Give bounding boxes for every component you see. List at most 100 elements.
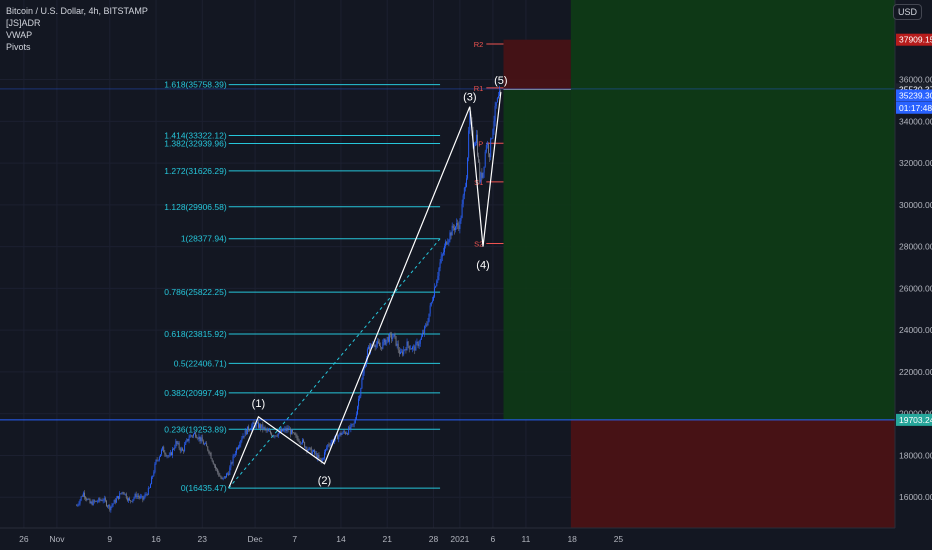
candle-body [95,500,96,502]
candle-body [161,449,162,455]
candle-body [141,495,143,497]
candle-body [202,441,204,445]
candle-body [135,493,137,498]
candle-body [106,500,107,506]
indicator-vwap[interactable]: VWAP [6,30,33,40]
candle-body [489,153,491,158]
candle-body [479,162,481,183]
candle-body [238,446,240,449]
candle-body [275,435,277,437]
candle-body [286,428,288,431]
price-tick-label: 24000.00 [899,325,932,335]
fib-level-label: 1(28377.94) [181,234,227,244]
candle-body [442,252,444,255]
candle-body [207,446,209,451]
candle-body [494,105,496,122]
candle-body [233,455,235,456]
candle-body [444,246,445,253]
candle-body [262,424,264,430]
fib-level-label: 1.382(32939.96) [164,138,227,148]
fib-level-label: 0.618(23815.92) [164,329,227,339]
candle-body [99,498,101,501]
candle-body [429,305,431,314]
candle-body [398,350,400,354]
candle-body [296,435,298,439]
candle-body [162,446,164,450]
candle-body [371,344,373,346]
price-tag-background [896,89,932,102]
price-tag-label: 19703.24 [899,415,932,425]
candle-body [328,444,330,446]
candle-body [461,204,463,218]
candle-body [183,450,184,452]
candle-body [341,433,343,435]
candle-body [447,242,449,245]
candle-body [404,349,406,350]
indicator-adr[interactable]: [JS]ADR [6,18,41,28]
candle-body [351,423,353,425]
candle-body [493,121,495,130]
candle-body [242,435,244,439]
candle-body [201,437,203,442]
candle-body [265,428,267,431]
price-tick-label: 26000.00 [899,283,932,293]
candle-body [204,443,205,445]
candle-body [257,422,259,428]
time-tick-label: 14 [336,534,346,544]
candle-body [317,454,319,459]
currency-button[interactable]: USD [892,4,922,20]
candle-body [260,424,262,429]
fibonacci-extension[interactable]: 0(16435.47) 0.236(19253.89) 0.382(20997.49… [0,80,895,494]
chart-legend: Bitcoin / U.S. Dollar, 4h, BITSTAMP [JS]… [6,5,148,53]
candle-body [229,467,231,475]
candle-body [110,506,112,511]
candle-body [451,225,453,236]
candle-body [120,493,122,494]
candle-body [176,441,178,444]
candle-body [305,447,307,448]
time-axis[interactable]: 26 Nov 9 16 23 Dec 7 14 21 28 2021 6 11 18 25 [0,527,895,550]
candle-body [415,342,417,351]
candle-body [457,223,459,226]
candle-body [148,487,150,489]
candle-body [322,458,324,459]
candle-body [266,430,268,431]
candle-body [268,430,270,432]
candle-body [284,428,286,430]
candle-body [224,476,226,478]
candle-body [117,496,118,499]
candle-body [467,157,469,179]
candle-body [353,422,355,425]
candle-body [172,448,173,456]
candle-body [263,427,265,430]
indicator-pivots[interactable]: Pivots [6,42,31,52]
candle-body [147,487,149,495]
candle-body [154,463,156,473]
candle-body [478,155,480,163]
elliott-wave-drawing[interactable]: (1) (2) (3) (4) (5) [228,75,508,489]
candle-body [261,424,263,429]
candle-body [387,336,389,342]
candle-body [394,333,396,337]
candle-body [475,134,477,144]
candle-body [196,436,198,439]
symbol-title[interactable]: Bitcoin / U.S. Dollar, 4h, BITSTAMP [6,6,148,16]
candle-body [79,499,81,504]
candle-body [209,452,211,454]
candle-body [427,321,429,325]
candle-body [310,447,312,454]
fib-level-label: 0.786(25822.25) [164,287,227,297]
candle-body [482,172,484,178]
price-axis[interactable]: 16000.00 18000.00 20000.00 22000.00 24000.00… [894,0,932,550]
candle-body [480,172,482,183]
candle-body [133,497,135,500]
candle-body [485,145,487,152]
candle-body [173,448,175,450]
candle-body [477,134,478,156]
candle-body [230,462,232,468]
candle-body [146,494,148,495]
candle-body [285,428,287,431]
candle-body [448,239,450,243]
wave-label: (5) [494,75,507,87]
